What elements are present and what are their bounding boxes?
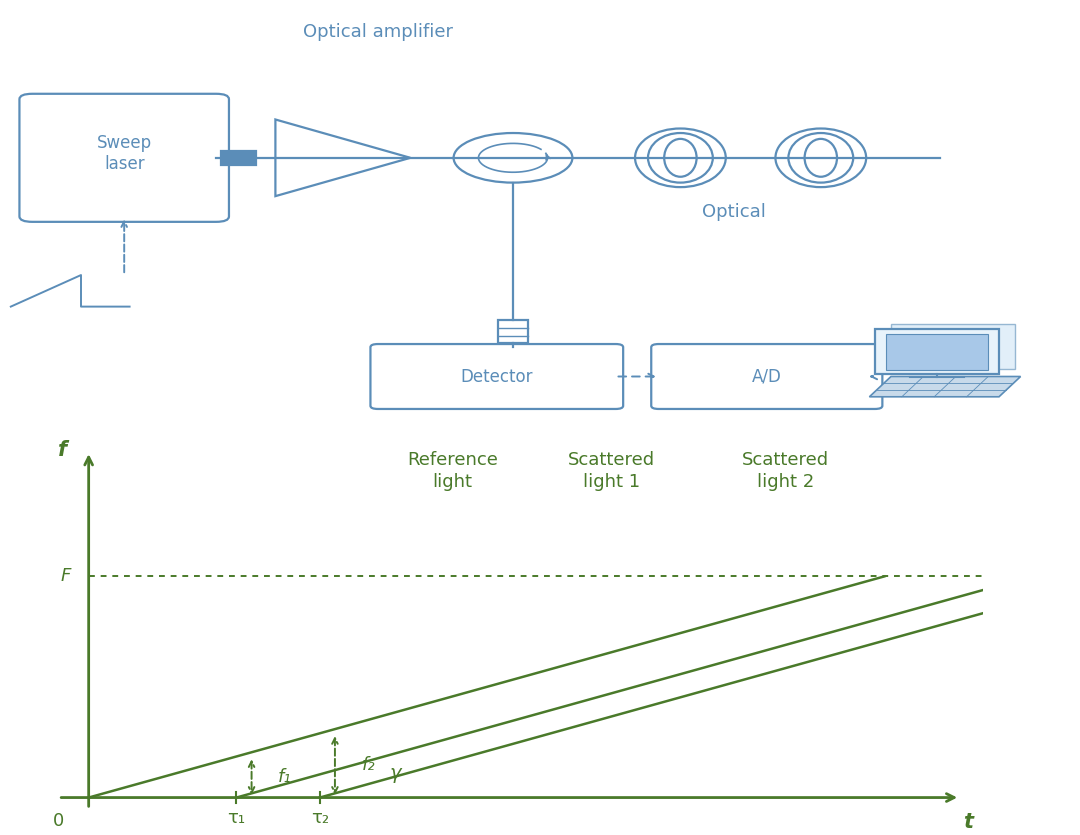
Text: τ₂: τ₂	[311, 809, 328, 827]
Text: A/D: A/D	[752, 367, 782, 386]
FancyBboxPatch shape	[891, 324, 1015, 369]
Text: F: F	[60, 568, 71, 585]
FancyBboxPatch shape	[370, 344, 623, 409]
Text: γ: γ	[390, 764, 402, 783]
Text: Optical amplifier: Optical amplifier	[303, 23, 453, 41]
Text: 0: 0	[53, 812, 64, 830]
Text: τ₁: τ₁	[228, 809, 245, 827]
Text: Scattered
light 1: Scattered light 1	[568, 451, 656, 492]
FancyBboxPatch shape	[886, 334, 988, 370]
Text: Sweep
laser: Sweep laser	[96, 134, 152, 173]
Text: t: t	[962, 812, 973, 832]
Text: Optical: Optical	[702, 203, 767, 221]
Text: Scattered
light 2: Scattered light 2	[742, 451, 829, 492]
FancyBboxPatch shape	[651, 344, 882, 409]
Text: f₂: f₂	[362, 757, 375, 774]
Polygon shape	[869, 377, 1021, 397]
Text: f: f	[57, 440, 67, 460]
Text: Detector: Detector	[460, 367, 534, 386]
FancyBboxPatch shape	[498, 320, 528, 342]
Text: Reference
light: Reference light	[407, 451, 498, 492]
FancyBboxPatch shape	[221, 150, 256, 165]
FancyBboxPatch shape	[875, 329, 999, 374]
FancyBboxPatch shape	[19, 94, 229, 222]
Text: f₁: f₁	[279, 768, 292, 786]
